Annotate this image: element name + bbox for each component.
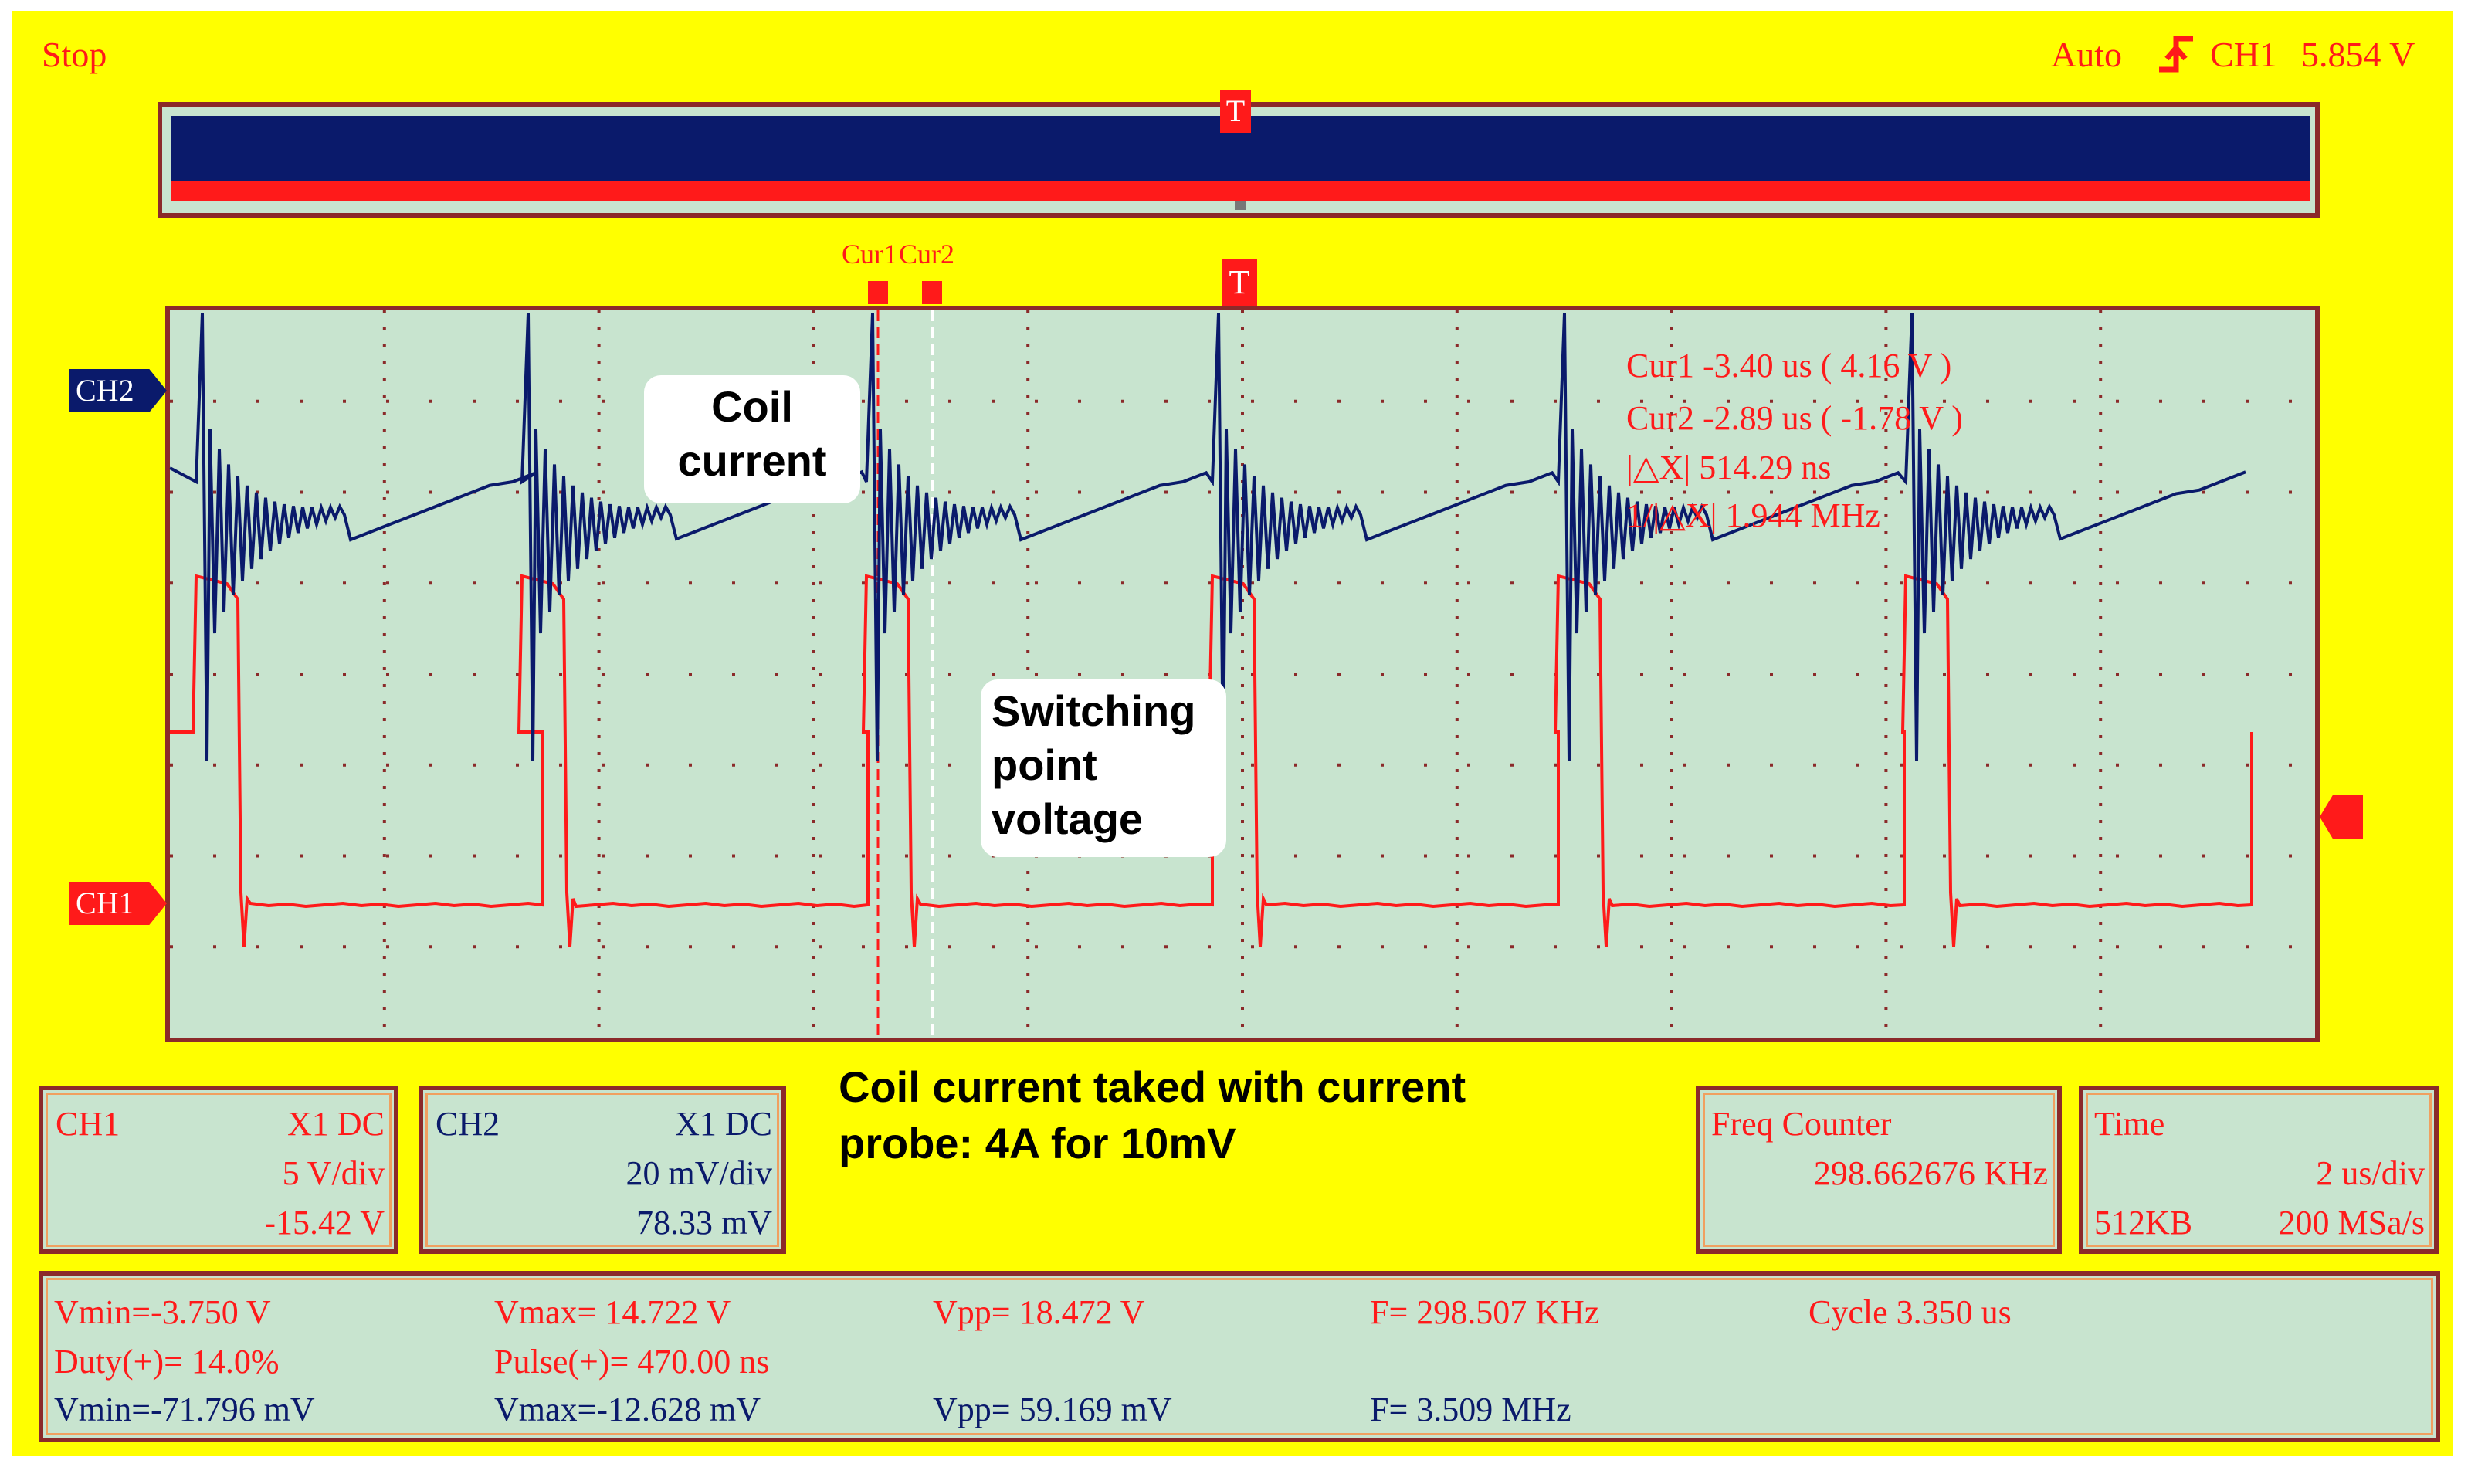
trigger-level: 5.854 V <box>2301 35 2415 74</box>
freq-counter-value: 298.662676 KHz <box>1813 1154 2048 1192</box>
delta-x-readout: |△X| 514.29 ns <box>1626 449 1832 486</box>
ch1-frequency: F= 298.507 KHz <box>1370 1293 1600 1331</box>
probe-note: Coil current taked with current probe: 4… <box>839 1059 1466 1172</box>
callout-line: voltage <box>992 795 1144 843</box>
ch2-vmax: Vmax=-12.628 mV <box>494 1391 761 1428</box>
probe-note-line: probe: 4A for 10mV <box>839 1118 1236 1167</box>
freq-counter-title: Freq Counter <box>1711 1105 1892 1143</box>
freq-counter-panel[interactable]: Freq Counter 298.662676 KHz <box>1696 1086 2062 1254</box>
ch2-vmin: Vmin=-71.796 mV <box>54 1391 315 1428</box>
probe-note-line: Coil current taked with current <box>839 1062 1466 1111</box>
cursor1-handle[interactable] <box>868 281 888 304</box>
rising-edge-trigger-icon <box>2159 36 2193 73</box>
switching-voltage-callout: Switching point voltage <box>981 679 1226 857</box>
ch1-panel-name: CH1 <box>56 1105 120 1143</box>
ch1-level-marker[interactable]: CH1 <box>69 882 167 925</box>
ch1-vmax: Vmax= 14.722 V <box>494 1293 731 1331</box>
ch1-vpp: Vpp= 18.472 V <box>933 1293 1145 1331</box>
cursor1-readout: Cur1 -3.40 us ( 4.16 V ) <box>1626 347 1952 385</box>
callout-line: point <box>992 740 1097 789</box>
sample-rate: 200 MSa/s <box>2278 1204 2425 1242</box>
ch2-waveform <box>169 313 2246 762</box>
cursor2-label: Cur2 <box>899 239 954 269</box>
ch2-vpp: Vpp= 59.169 mV <box>933 1391 1172 1428</box>
overview-ch1-trace <box>171 181 2310 201</box>
ch2-probe-coupling: X1 DC <box>675 1105 772 1143</box>
coil-current-callout: Coil current <box>644 375 860 503</box>
trigger-channel: CH1 <box>2210 35 2277 74</box>
ch2-offset: 78.33 mV <box>636 1204 772 1242</box>
ch1-duty: Duty(+)= 14.0% <box>54 1343 280 1381</box>
ch1-offset: -15.42 V <box>264 1204 385 1242</box>
ch2-settings-panel[interactable]: CH2 X1 DC 20 mV/div 78.33 mV <box>419 1086 786 1254</box>
ch2-frequency: F= 3.509 MHz <box>1370 1391 1571 1428</box>
cursor2-handle[interactable] <box>922 281 942 304</box>
cursor1-label: Cur1 <box>842 239 897 269</box>
timebase-title: Time <box>2094 1105 2165 1143</box>
timebase-panel[interactable]: Time 2 us/div 512KB 200 MSa/s <box>2079 1086 2439 1254</box>
cursor2-readout: Cur2 -2.89 us ( -1.78 V ) <box>1626 399 1963 437</box>
ch1-volts-per-div: 5 V/div <box>282 1154 385 1192</box>
callout-line: Coil <box>711 382 793 431</box>
ch2-panel-name: CH2 <box>436 1105 500 1143</box>
trigger-mode: Auto <box>2051 35 2122 74</box>
ch2-volts-per-div: 20 mV/div <box>625 1154 772 1192</box>
overview-window-indicator <box>1235 201 1246 210</box>
ch1-vmin: Vmin=-3.750 V <box>54 1293 271 1331</box>
ch1-probe-coupling: X1 DC <box>287 1105 385 1143</box>
ch1-pulse-width: Pulse(+)= 470.00 ns <box>494 1343 770 1381</box>
trigger-position-marker[interactable]: T <box>1222 259 1257 306</box>
ch2-level-marker[interactable]: CH2 <box>69 369 167 412</box>
measurements-panel: Vmin=-3.750 V Vmax= 14.722 V Vpp= 18.472… <box>39 1271 2440 1442</box>
memory-depth: 512KB <box>2094 1204 2193 1242</box>
overview-trigger-marker[interactable]: T <box>1220 90 1251 133</box>
ch1-cycle: Cycle 3.350 us <box>1808 1293 2012 1331</box>
callout-line: current <box>677 436 827 485</box>
callout-line: Switching <box>992 686 1196 735</box>
time-per-div: 2 us/div <box>2316 1154 2425 1192</box>
inverse-delta-x-readout: 1/|△X| 1.944 MHz <box>1626 496 1880 534</box>
waveform-display[interactable] <box>165 306 2320 1042</box>
run-status: Stop <box>42 35 107 74</box>
ch1-settings-panel[interactable]: CH1 X1 DC 5 V/div -15.42 V <box>39 1086 398 1254</box>
